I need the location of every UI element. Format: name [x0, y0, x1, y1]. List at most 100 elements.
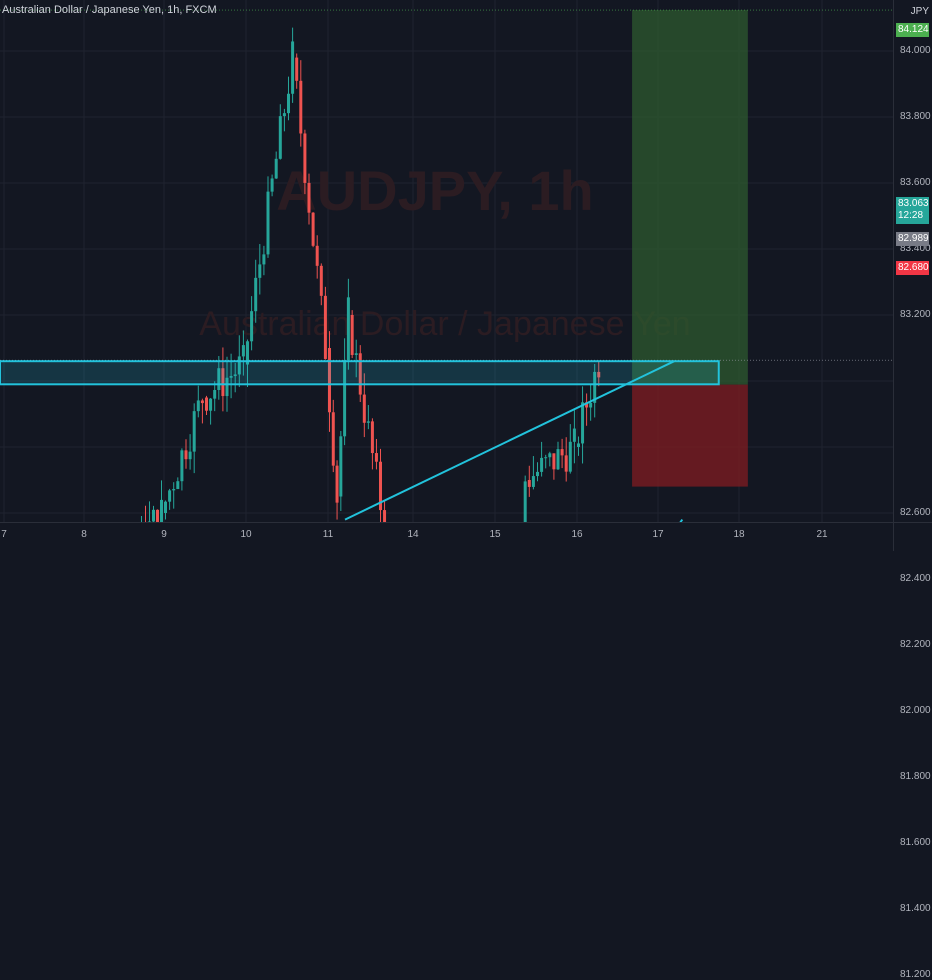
- current-price: 83.063: [898, 198, 927, 210]
- candle: [156, 509, 159, 522]
- candle-body: [347, 297, 350, 360]
- target-price-tag: 84.124: [896, 23, 929, 37]
- candle: [524, 476, 527, 522]
- candle-body: [577, 443, 580, 447]
- candle-body: [524, 481, 527, 522]
- candle: [536, 462, 539, 481]
- candle: [565, 437, 568, 481]
- candle: [569, 424, 572, 473]
- candle-body: [532, 476, 535, 487]
- candle: [336, 460, 339, 519]
- candle-body: [168, 490, 171, 501]
- candle-body: [185, 450, 188, 459]
- price-label: 82.400: [900, 573, 931, 584]
- currency-label: JPY: [911, 6, 929, 17]
- candle: [168, 489, 171, 510]
- candle-body: [299, 81, 302, 134]
- candle: [144, 506, 147, 522]
- candle-body: [544, 457, 547, 458]
- candle-body: [283, 113, 286, 116]
- candle: [528, 466, 531, 497]
- candle: [209, 398, 212, 425]
- candle-body: [339, 436, 342, 496]
- price-label: 83.200: [900, 309, 931, 320]
- time-label: 21: [816, 529, 827, 540]
- candle-body: [160, 500, 163, 522]
- candle: [267, 176, 270, 258]
- candle: [201, 399, 204, 424]
- candle-body: [371, 421, 374, 453]
- chart-canvas[interactable]: AUDJPY, 1h Australian Dollar / Japanese …: [0, 0, 893, 522]
- candle: [561, 439, 564, 468]
- candle: [176, 477, 179, 489]
- candle: [152, 506, 155, 522]
- candle: [291, 28, 294, 103]
- candle-body: [201, 400, 204, 403]
- price-label: 83.800: [900, 111, 931, 122]
- candle-body: [355, 353, 358, 355]
- candle-body: [172, 489, 175, 490]
- candle-body: [332, 412, 335, 465]
- candle-body: [291, 41, 294, 93]
- candle: [312, 212, 315, 247]
- candle-body: [536, 472, 539, 476]
- candle: [573, 410, 576, 463]
- candle: [343, 338, 346, 445]
- candle-body: [557, 449, 560, 469]
- candle: [197, 386, 200, 418]
- candle: [375, 439, 378, 469]
- candle: [213, 381, 216, 411]
- time-label: 8: [81, 529, 87, 540]
- candle: [552, 453, 555, 479]
- candle-body: [180, 450, 183, 481]
- candle-body: [152, 510, 155, 522]
- candle-body: [250, 311, 253, 341]
- price-label: 84.000: [900, 45, 931, 56]
- price-label: 82.000: [900, 705, 931, 716]
- candle: [548, 452, 551, 467]
- candle: [283, 109, 286, 131]
- candle-body: [262, 254, 265, 264]
- candle-body: [324, 296, 327, 359]
- candle: [379, 449, 382, 522]
- candle: [332, 400, 335, 472]
- candle: [262, 246, 265, 275]
- price-label: 81.600: [900, 837, 931, 848]
- candle: [324, 287, 327, 360]
- support-zone: [0, 361, 719, 384]
- candle: [279, 104, 282, 159]
- candle-body: [193, 411, 196, 451]
- candle-body: [375, 453, 378, 462]
- candle: [275, 152, 278, 179]
- time-label: 9: [161, 529, 167, 540]
- price-label: 82.200: [900, 639, 931, 650]
- candle-body: [258, 264, 261, 277]
- time-label: 14: [407, 529, 418, 540]
- candle: [205, 396, 208, 415]
- candle-body: [176, 481, 179, 489]
- loss-zone: [632, 385, 748, 487]
- price-label: 82.600: [900, 507, 931, 518]
- candle: [271, 175, 274, 197]
- candle-body: [295, 58, 298, 81]
- candle-body: [312, 213, 315, 246]
- candle: [189, 434, 192, 469]
- chart-pane[interactable]: AUDJPY, 1h Australian Dollar / Japanese …: [0, 0, 893, 522]
- candle-body: [213, 390, 216, 399]
- time-label: 16: [571, 529, 582, 540]
- candle: [532, 456, 535, 489]
- price-label: 83.600: [900, 177, 931, 188]
- candle-body: [267, 192, 270, 255]
- candle-body: [363, 395, 366, 423]
- time-label: 15: [489, 529, 500, 540]
- candle: [351, 310, 354, 358]
- candle: [295, 53, 298, 88]
- candle-body: [275, 159, 278, 179]
- current-price-tag: 83.063 12:28: [896, 197, 929, 224]
- candle: [180, 448, 183, 490]
- candles: [4, 28, 600, 522]
- candle: [258, 244, 261, 294]
- position-zones: [0, 10, 893, 522]
